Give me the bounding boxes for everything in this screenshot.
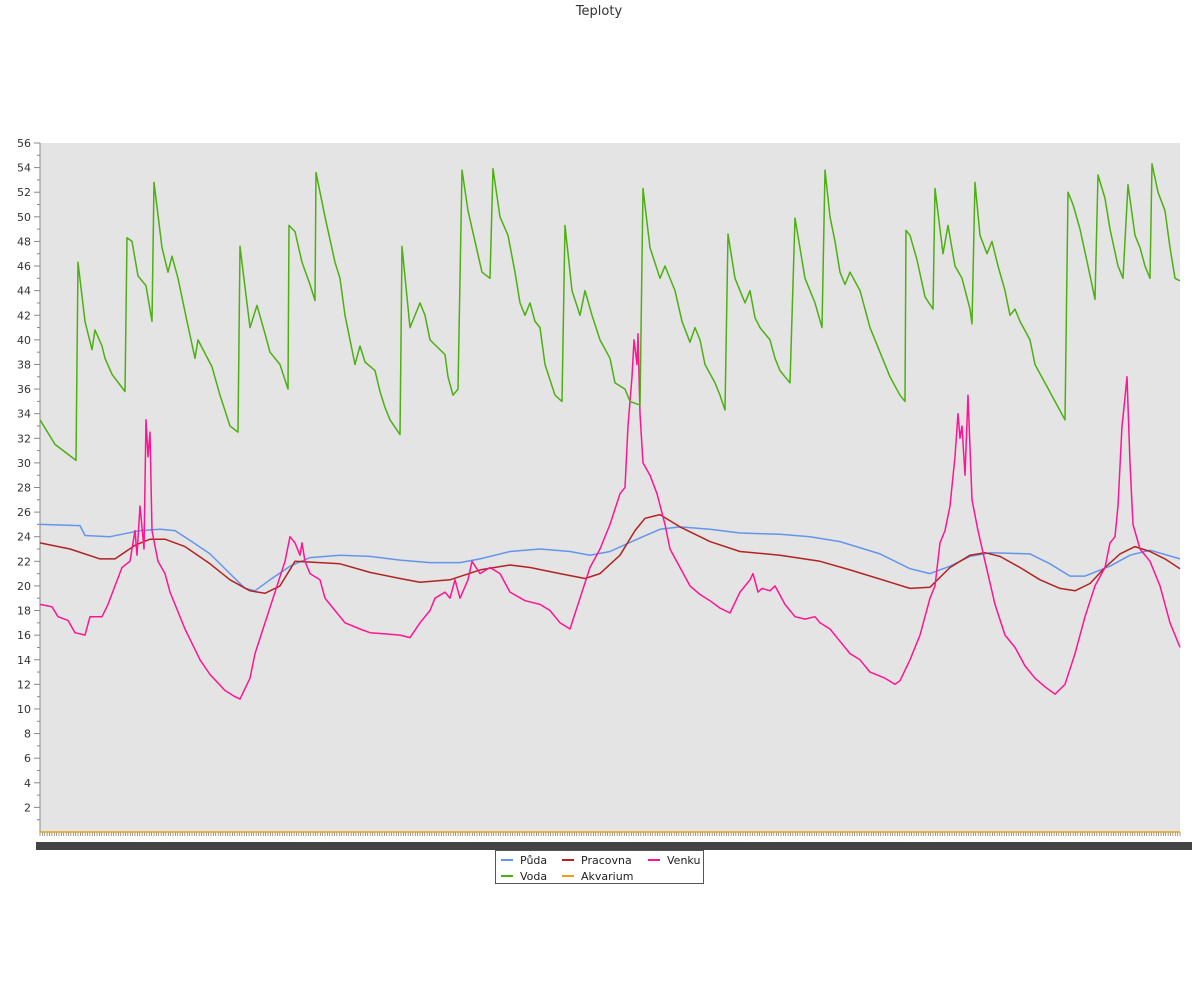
- legend-label-akvarium: Akvarium: [581, 869, 634, 883]
- legend-swatch-puda: [501, 859, 513, 861]
- legend-item-venku: Venku: [648, 853, 700, 867]
- y-tick-label: 48: [17, 235, 31, 248]
- y-tick-label: 8: [24, 728, 31, 741]
- series-line-voda: [39, 163, 1181, 462]
- y-tick-label: 22: [17, 555, 31, 568]
- y-axis: 2468101214161820222426283032343638404244…: [17, 137, 41, 832]
- y-tick-label: 10: [17, 703, 31, 716]
- legend-item-voda: Voda: [501, 869, 547, 883]
- y-tick-label: 38: [17, 358, 31, 371]
- y-tick-label: 32: [17, 432, 31, 445]
- legend-swatch-voda: [501, 875, 513, 877]
- y-tick-label: 14: [17, 654, 31, 667]
- legend-label-pracovna: Pracovna: [581, 853, 632, 867]
- series-line-pracovna: [39, 513, 1181, 595]
- legend-swatch-pracovna: [562, 859, 574, 861]
- y-tick-label: 24: [17, 531, 31, 544]
- legend-item-puda: Půda: [501, 853, 547, 867]
- chart-title: Teploty: [575, 4, 623, 19]
- y-tick-label: 6: [24, 752, 31, 765]
- y-tick-label: 4: [24, 777, 31, 790]
- y-tick-label: 50: [17, 211, 31, 224]
- y-tick-label: 20: [17, 580, 31, 593]
- plot-area: [40, 143, 1180, 832]
- legend-label-puda: Půda: [520, 853, 548, 867]
- y-tick-label: 16: [17, 629, 31, 642]
- series-line-venku: [39, 332, 1181, 700]
- y-tick-label: 56: [17, 137, 31, 150]
- y-tick-label: 42: [17, 309, 31, 322]
- x-tick-label-band: [36, 842, 1192, 850]
- y-tick-label: 40: [17, 334, 31, 347]
- y-tick-label: 30: [17, 457, 31, 470]
- y-tick-label: 52: [17, 186, 31, 199]
- y-tick-label: 18: [17, 605, 31, 618]
- legend-label-venku: Venku: [667, 853, 701, 867]
- y-tick-label: 28: [17, 482, 31, 495]
- y-tick-label: 54: [17, 162, 31, 175]
- legend-swatch-venku: [648, 859, 660, 861]
- y-tick-label: 44: [17, 285, 31, 298]
- y-tick-label: 26: [17, 506, 31, 519]
- y-tick-label: 36: [17, 383, 31, 396]
- legend-item-akvarium: Akvarium: [562, 869, 633, 883]
- legend-item-pracovna: Pracovna: [562, 853, 632, 867]
- y-tick-label: 34: [17, 408, 31, 421]
- legend-swatch-akvarium: [562, 875, 574, 877]
- x-axis: [36, 831, 1192, 850]
- y-tick-label: 12: [17, 678, 31, 691]
- y-tick-label: 2: [24, 801, 31, 814]
- series-layer: [39, 163, 1181, 833]
- series-line-puda: [39, 523, 1181, 592]
- legend-label-voda: Voda: [520, 869, 548, 883]
- y-tick-label: 46: [17, 260, 31, 273]
- chart-legend: Půda Voda Pracovna Akvarium Venku: [495, 850, 704, 884]
